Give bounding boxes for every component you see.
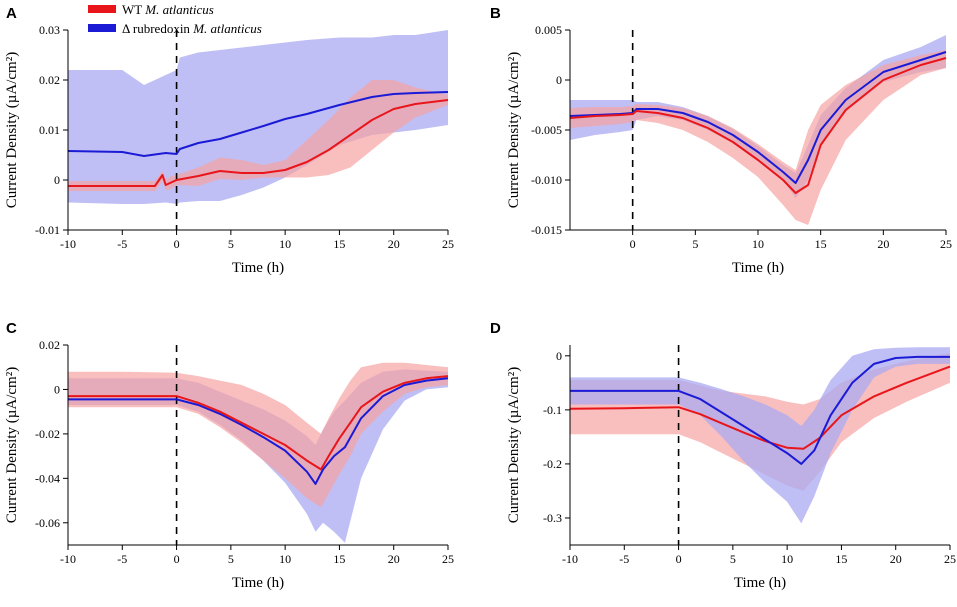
line-wt (569, 57, 947, 194)
y-tick-label: -0.005 (531, 123, 562, 137)
panel-letter: A (6, 5, 17, 22)
y-tick-label: -0.02 (35, 427, 60, 441)
line-wt (68, 375, 449, 471)
x-tick-label: 15 (815, 237, 827, 251)
y-tick-label: 0.005 (535, 23, 562, 37)
panel-letter: D (490, 320, 501, 337)
y-tick-label: -0.06 (35, 516, 60, 530)
y-tick-label: 0 (556, 349, 562, 363)
y-tick-label: 0 (54, 173, 60, 187)
x-tick-label: 5 (228, 552, 234, 566)
x-tick-label: 10 (752, 237, 764, 251)
legend-swatch-wt (88, 5, 116, 13)
y-tick-label: 0.02 (39, 73, 60, 87)
y-axis-label: Current Density (µA/cm²) (506, 367, 522, 523)
y-tick-label: -0.01 (35, 223, 60, 237)
x-tick-label: 25 (940, 237, 952, 251)
legend-prefix-wt: WT (122, 2, 145, 17)
panel-b: B 0 5 10 15 20 25 -0.015 -0.010 -0.005 0 0.005 Time … (490, 5, 952, 276)
legend-swatch-mut (88, 24, 116, 32)
legend: WT M. atlanticus Δ rubredoxin M. atlanti… (88, 2, 262, 36)
band-mut (68, 30, 448, 204)
y-tick-label: 0 (556, 73, 562, 87)
x-tick-label: 20 (388, 237, 400, 251)
band-wt (68, 80, 448, 191)
x-tick-label: 25 (944, 552, 956, 566)
panel-a: A -10 -5 0 5 10 15 20 25 -0.01 0 0.01 0.02 0.03 Time (… (4, 5, 454, 276)
y-tick-label: -0.04 (35, 471, 60, 485)
x-tick-label: 0 (676, 552, 682, 566)
panel-letter: B (490, 5, 501, 22)
x-tick-label: -10 (60, 552, 76, 566)
x-tick-label: 25 (442, 237, 454, 251)
legend-label-wt: WT M. atlanticus (122, 2, 214, 17)
x-axis-label: Time (h) (732, 260, 784, 276)
y-tick-label: -0.2 (543, 457, 562, 471)
x-tick-label: 20 (890, 552, 902, 566)
line-mut (67, 91, 449, 157)
x-tick-label: -10 (562, 552, 578, 566)
y-tick-label: -0.1 (543, 403, 562, 417)
y-tick-label: 0.01 (39, 123, 60, 137)
x-axis-label: Time (h) (232, 575, 284, 591)
y-axis-label: Current Density (µA/cm²) (4, 367, 20, 523)
x-tick-label: 0 (630, 237, 636, 251)
x-tick-label: -5 (117, 552, 127, 566)
x-axis-label: Time (h) (232, 260, 284, 276)
y-tick-label: 0.02 (39, 338, 60, 352)
x-tick-label: 10 (781, 552, 793, 566)
y-axis-label: Current Density (µA/cm²) (4, 52, 20, 208)
x-tick-label: -10 (60, 237, 76, 251)
y-tick-label: 0.03 (39, 23, 60, 37)
x-tick-label: 15 (835, 552, 847, 566)
x-tick-label: 25 (442, 552, 454, 566)
line-wt (569, 365, 951, 450)
x-tick-label: 0 (174, 552, 180, 566)
x-tick-label: 10 (279, 237, 291, 251)
y-tick-label: -0.010 (531, 173, 562, 187)
x-tick-label: 5 (730, 552, 736, 566)
band-wt (570, 50, 946, 225)
y-axis-label: Current Density (µA/cm²) (506, 52, 522, 208)
y-tick-label: -0.3 (543, 511, 562, 525)
x-tick-label: -5 (117, 237, 127, 251)
y-tick-label: 0 (54, 382, 60, 396)
x-tick-label: 20 (877, 237, 889, 251)
legend-prefix-mut: Δ rubredoxin (122, 21, 193, 36)
x-tick-label: -5 (619, 552, 629, 566)
panel-c: C -10 -5 0 5 10 15 20 25 -0.06 -0.04 -0.02 0 0.02 Time… (4, 320, 454, 591)
x-tick-label: 0 (174, 237, 180, 251)
x-tick-label: 15 (333, 237, 345, 251)
x-tick-label: 15 (333, 552, 345, 566)
y-tick-label: -0.015 (531, 223, 562, 237)
line-mut (570, 355, 950, 465)
legend-species-mut: M. atlanticus (192, 21, 262, 36)
legend-species-wt: M. atlanticus (144, 2, 214, 17)
x-tick-label: 5 (228, 237, 234, 251)
line-wt (68, 99, 449, 187)
x-tick-label: 5 (692, 237, 698, 251)
panel-d: D -10 -5 0 5 10 15 20 25 -0.3 -0.2 -0.1 0 Time (h) Cur… (490, 320, 956, 591)
x-tick-label: 20 (388, 552, 400, 566)
x-axis-label: Time (h) (734, 575, 786, 591)
line-mut (68, 377, 449, 485)
legend-label-mut: Δ rubredoxin M. atlanticus (122, 21, 262, 36)
panel-letter: C (6, 320, 17, 337)
x-tick-label: 10 (279, 552, 291, 566)
